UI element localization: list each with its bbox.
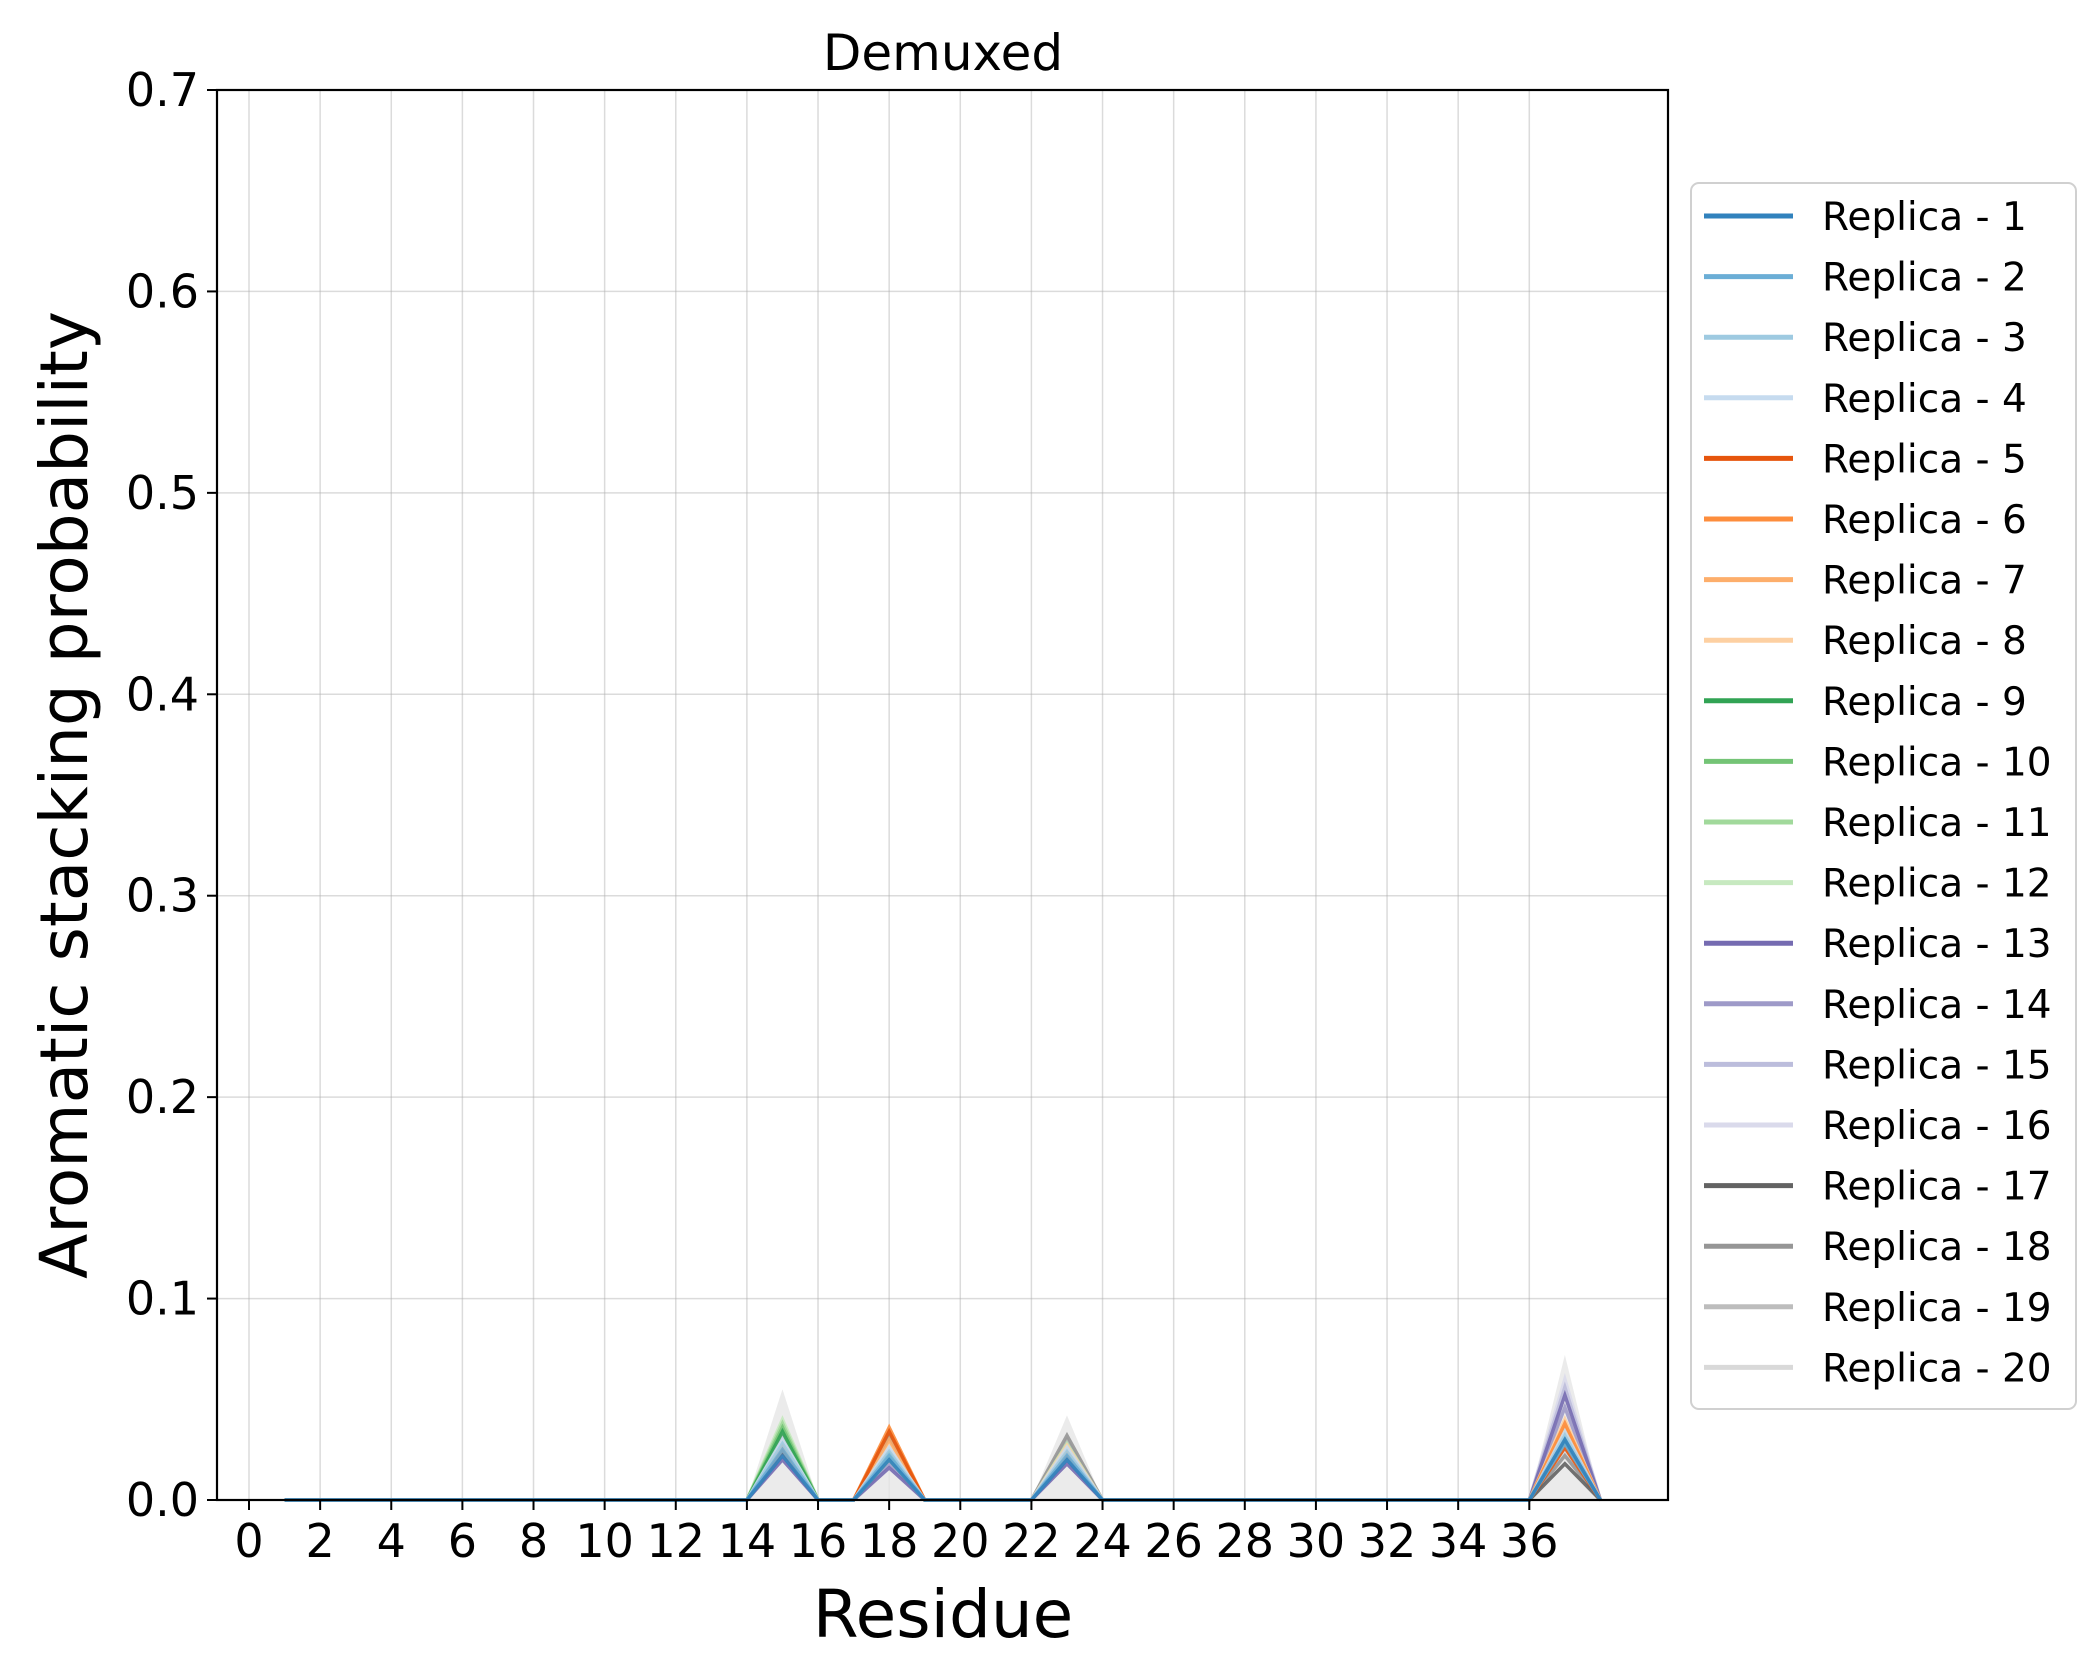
x-tick-label: 18 xyxy=(860,1514,919,1568)
legend-item: Replica - 7 xyxy=(1704,559,2027,604)
legend-label: Replica - 17 xyxy=(1822,1165,2052,1210)
legend-label: Replica - 1 xyxy=(1822,195,2027,240)
x-tick-label: 26 xyxy=(1144,1514,1203,1568)
chart-title: Demuxed xyxy=(823,24,1063,82)
y-tick-label: 0.4 xyxy=(126,667,199,721)
legend-item: Replica - 3 xyxy=(1704,316,2027,361)
ticks: 0 2 4 6 8 10 12 14 16 18 20 22 24 26 28 30 32 34 360.00.10… xyxy=(126,63,1559,1568)
legend-item: Replica - 8 xyxy=(1704,619,2027,664)
legend-label: Replica - 6 xyxy=(1822,498,2027,543)
y-tick-label: 0.7 xyxy=(126,63,199,117)
legend-label: Replica - 15 xyxy=(1822,1043,2052,1088)
legend-item: Replica - 17 xyxy=(1704,1165,2052,1210)
legend-label: Replica - 7 xyxy=(1822,559,2027,604)
x-tick-label: 0 xyxy=(234,1514,263,1568)
x-tick-label: 4 xyxy=(377,1514,406,1568)
legend-item: Replica - 1 xyxy=(1704,195,2027,240)
legend-label: Replica - 4 xyxy=(1822,377,2027,422)
legend-label: Replica - 10 xyxy=(1822,740,2052,785)
legend-item: Replica - 20 xyxy=(1704,1346,2052,1391)
x-tick-label: 32 xyxy=(1358,1514,1417,1568)
legend-label: Replica - 18 xyxy=(1822,1225,2052,1270)
x-tick-label: 10 xyxy=(575,1514,634,1568)
legend-label: Replica - 16 xyxy=(1822,1104,2052,1149)
legend-item: Replica - 9 xyxy=(1704,680,2027,725)
x-tick-label: 28 xyxy=(1216,1514,1275,1568)
x-tick-label: 2 xyxy=(305,1514,334,1568)
legend-item: Replica - 11 xyxy=(1704,801,2052,846)
legend-items: Replica - 1 Replica - 2 Replica - 3 Replica… xyxy=(1704,195,2052,1391)
legend-label: Replica - 12 xyxy=(1822,862,2052,907)
y-tick-label: 0.2 xyxy=(126,1070,199,1124)
x-tick-label: 30 xyxy=(1287,1514,1346,1568)
legend-item: Replica - 16 xyxy=(1704,1104,2052,1149)
legend-label: Replica - 14 xyxy=(1822,983,2052,1028)
x-axis-title: Residue xyxy=(813,1576,1074,1653)
legend-item: Replica - 10 xyxy=(1704,740,2052,785)
legend: Replica - 1 Replica - 2 Replica - 3 Replica… xyxy=(1690,182,2077,1410)
legend-item: Replica - 12 xyxy=(1704,862,2052,907)
legend-label: Replica - 8 xyxy=(1822,619,2027,664)
x-tick-label: 24 xyxy=(1073,1514,1132,1568)
x-tick-label: 22 xyxy=(1002,1514,1061,1568)
x-tick-label: 20 xyxy=(931,1514,990,1568)
legend-item: Replica - 15 xyxy=(1704,1043,2052,1088)
x-tick-label: 8 xyxy=(519,1514,548,1568)
legend-label: Replica - 5 xyxy=(1822,437,2027,482)
y-tick-label: 0.1 xyxy=(126,1272,199,1326)
plot-frame xyxy=(215,88,1670,1502)
legend-label: Replica - 13 xyxy=(1822,922,2052,967)
legend-item: Replica - 5 xyxy=(1704,437,2027,482)
legend-item: Replica - 13 xyxy=(1704,922,2052,967)
legend-label: Replica - 9 xyxy=(1822,680,2027,725)
legend-item: Replica - 19 xyxy=(1704,1286,2052,1331)
y-axis-title: Aromatic stacking probability xyxy=(26,311,103,1279)
y-tick-label: 0.6 xyxy=(126,264,199,318)
y-tick-label: 0.0 xyxy=(126,1473,199,1527)
y-tick-label: 0.5 xyxy=(126,466,199,520)
legend-label: Replica - 19 xyxy=(1822,1286,2052,1331)
legend-item: Replica - 14 xyxy=(1704,983,2052,1028)
legend-label: Replica - 2 xyxy=(1822,256,2027,301)
legend-label: Replica - 20 xyxy=(1822,1346,2052,1391)
legend-item: Replica - 18 xyxy=(1704,1225,2052,1270)
x-tick-label: 14 xyxy=(718,1514,777,1568)
legend-item: Replica - 6 xyxy=(1704,498,2027,543)
legend-label: Replica - 3 xyxy=(1822,316,2027,361)
y-tick-label: 0.3 xyxy=(126,869,199,923)
x-tick-label: 16 xyxy=(789,1514,848,1568)
x-tick-label: 36 xyxy=(1500,1514,1559,1568)
legend-frame xyxy=(1690,182,2077,1410)
legend-item: Replica - 2 xyxy=(1704,256,2027,301)
x-tick-label: 6 xyxy=(448,1514,477,1568)
x-tick-label: 34 xyxy=(1429,1514,1488,1568)
x-tick-label: 12 xyxy=(646,1514,705,1568)
legend-item: Replica - 4 xyxy=(1704,377,2027,422)
legend-label: Replica - 11 xyxy=(1822,801,2052,846)
